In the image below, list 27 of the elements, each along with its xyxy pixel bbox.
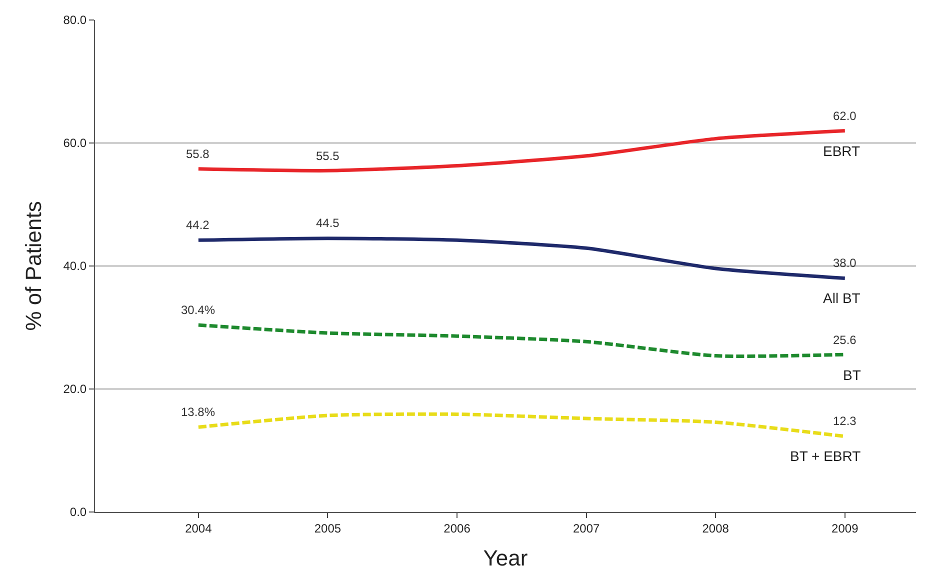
x-tick-label: 2008 xyxy=(702,521,730,536)
series-label: BT xyxy=(843,367,862,383)
y-axis-title: % of Patients xyxy=(21,201,46,331)
x-tick-label: 2004 xyxy=(185,521,212,536)
data-label: 13.8% xyxy=(181,405,216,419)
data-label: 55.8 xyxy=(186,147,210,161)
series-label: All BT xyxy=(823,290,861,306)
x-tick-label: 2009 xyxy=(832,521,859,536)
data-label: 44.2 xyxy=(186,218,210,232)
data-label: 55.5 xyxy=(316,149,340,163)
y-tick-label: 60.0 xyxy=(63,136,87,150)
y-tick-label: 80.0 xyxy=(63,13,87,28)
y-tick-label: 20.0 xyxy=(63,382,87,396)
data-label: 25.6 xyxy=(833,333,857,347)
x-tick-label: 2005 xyxy=(314,521,342,536)
y-tick-label: 40.0 xyxy=(63,259,87,274)
x-axis-title: Year xyxy=(483,545,528,570)
series-label: BT + EBRT xyxy=(790,448,862,464)
x-tick-label: 2007 xyxy=(572,521,600,536)
data-label: 38.0 xyxy=(833,256,857,270)
data-label: 12.3 xyxy=(833,414,857,428)
y-tick-label: 0.0 xyxy=(70,505,87,520)
x-tick-label: 2006 xyxy=(444,521,471,536)
data-label: 62.0 xyxy=(833,109,857,123)
series-label: EBRT xyxy=(823,143,861,159)
data-label: 44.5 xyxy=(316,216,340,230)
data-label: 30.4% xyxy=(181,303,216,317)
